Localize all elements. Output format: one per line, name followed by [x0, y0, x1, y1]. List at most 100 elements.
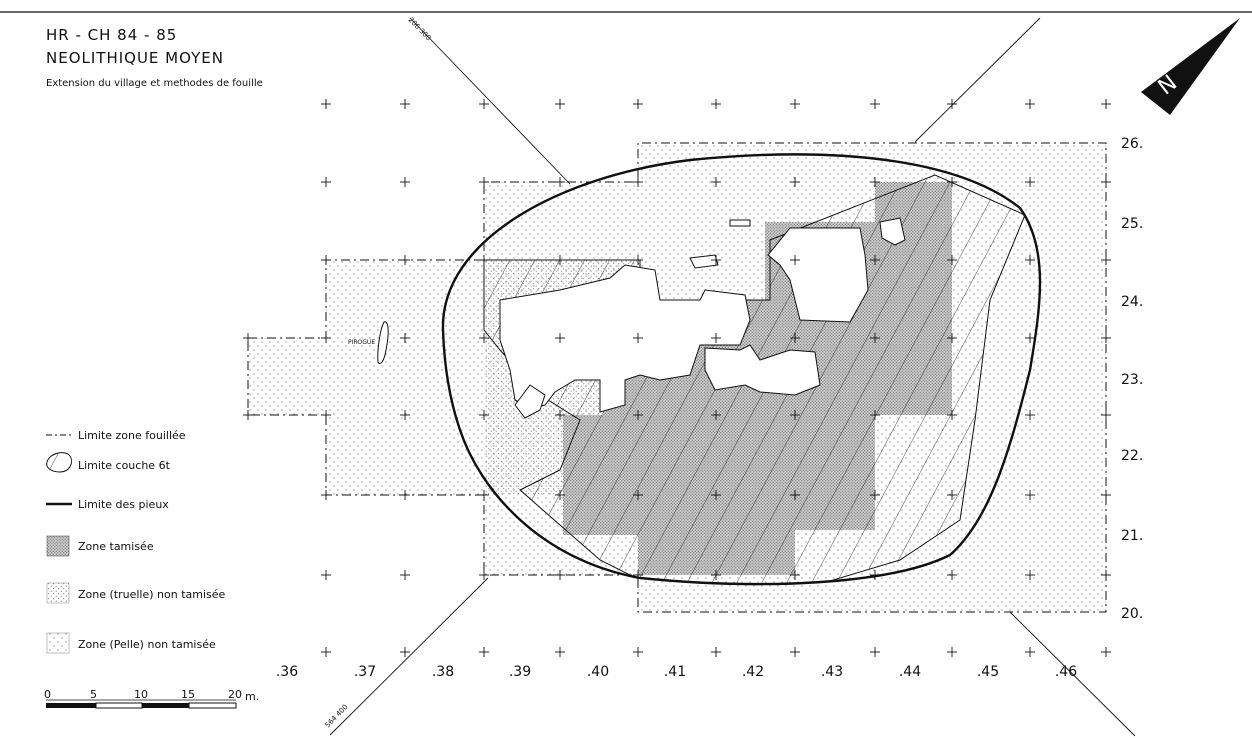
grid-cross	[479, 647, 489, 657]
grid-cross	[479, 99, 489, 109]
grid-cross	[1025, 647, 1035, 657]
grid-cross	[870, 410, 880, 420]
y-axis-label: 26.	[1121, 136, 1143, 152]
grid-cross	[1025, 570, 1035, 580]
grid-cross	[400, 410, 410, 420]
grid-cross	[633, 177, 643, 187]
grid-cross	[321, 490, 331, 500]
legend-label: Zone tamisée	[78, 539, 154, 553]
pirogue-shape	[377, 321, 389, 364]
grid-cross	[555, 490, 565, 500]
grid-cross	[870, 255, 880, 265]
legend-label: Zone (truelle) non tamisée	[78, 587, 226, 601]
grid-cross	[711, 647, 721, 657]
grid-cross	[479, 490, 489, 500]
grid-cross	[1101, 570, 1111, 580]
grid-cross	[790, 333, 800, 343]
x-axis-label: .37	[354, 664, 376, 680]
scale-tick-label: 10	[134, 688, 148, 701]
grid-crosses	[243, 99, 1111, 657]
grid-cross	[243, 410, 253, 420]
grid-cross	[711, 99, 721, 109]
grid-cross	[947, 570, 957, 580]
x-axis-label: .41	[664, 664, 686, 680]
legend-light-symbol	[46, 582, 70, 604]
grid-cross	[1025, 255, 1035, 265]
grid-cross	[1101, 177, 1111, 187]
grid-cross	[321, 647, 331, 657]
grid-cross	[790, 490, 800, 500]
grid-cross	[1025, 99, 1035, 109]
grid-cross	[479, 333, 489, 343]
pile-limit-line	[441, 153, 1042, 586]
legend-item-limite-des-pieux: Limite des pieux	[78, 492, 169, 516]
x-axis-labels: .36 .37 .38 .39 .40 .41 .42 .43 .44 .45 .46	[276, 664, 1077, 680]
grid-cross	[555, 333, 565, 343]
grid-cross	[870, 99, 880, 109]
grid-cross	[633, 333, 643, 343]
grid-cross	[947, 333, 957, 343]
grid-cross	[1101, 255, 1111, 265]
grid-cross	[400, 255, 410, 265]
grid-cross	[1025, 177, 1035, 187]
legend-item-zone-tamisee: Zone tamisée	[78, 534, 154, 558]
grid-cross	[321, 333, 331, 343]
grid-cross	[711, 490, 721, 500]
grid-cross	[711, 570, 721, 580]
grid-cross	[321, 99, 331, 109]
legend-item-zone-pelle: Zone (Pelle) non tamisée	[78, 632, 216, 656]
reference-line-se	[1009, 611, 1136, 737]
scale-unit-label: m.	[245, 690, 260, 703]
grid-cross	[633, 99, 643, 109]
pirogue-label: PIROGUE	[348, 339, 375, 346]
grid-cross	[1025, 410, 1035, 420]
legend-item-limite-zone-fouillee: Limite zone fouillée	[78, 423, 186, 447]
grid-cross	[790, 410, 800, 420]
grid-cross	[321, 570, 331, 580]
legend-item-zone-truelle: Zone (truelle) non tamisée	[78, 582, 225, 606]
x-axis-label: .46	[1055, 664, 1077, 680]
map-title-code: HR - CH 84 - 85	[46, 26, 178, 44]
x-axis-label: .38	[432, 664, 454, 680]
grid-cross	[947, 410, 957, 420]
scale-bar	[46, 699, 237, 709]
grid-cross	[400, 647, 410, 657]
scale-tick-label: 5	[90, 688, 97, 701]
grid-cross	[633, 410, 643, 420]
grid-cross	[555, 255, 565, 265]
grid-cross	[633, 647, 643, 657]
x-axis-label: .44	[899, 664, 921, 680]
grid-cross	[555, 570, 565, 580]
coord-label-bottom: 564 400	[324, 703, 350, 729]
grid-cross	[555, 99, 565, 109]
map-subtitle: Extension du village et methodes de foui…	[46, 78, 263, 89]
reference-line-top	[409, 17, 571, 185]
grid-cross	[947, 490, 957, 500]
legend-symbols	[46, 434, 73, 654]
x-axis-label: .42	[742, 664, 764, 680]
grid-cross	[633, 490, 643, 500]
grid-cross	[790, 255, 800, 265]
grid-cross	[479, 255, 489, 265]
grid-cross	[947, 647, 957, 657]
grid-cross	[790, 570, 800, 580]
x-axis-label: .43	[821, 664, 843, 680]
grid-cross	[1025, 490, 1035, 500]
grid-cross	[400, 177, 410, 187]
legend-label: Zone (Pelle) non tamisée	[78, 637, 216, 651]
grid-cross	[555, 647, 565, 657]
grid-cross	[400, 333, 410, 343]
grid-cross	[711, 410, 721, 420]
grid-cross	[400, 490, 410, 500]
grid-cross	[870, 490, 880, 500]
y-axis-label: 21.	[1121, 528, 1143, 544]
grid-cross	[870, 333, 880, 343]
grid-cross	[870, 570, 880, 580]
grid-cross	[790, 177, 800, 187]
layer-gaps	[499, 217, 906, 419]
x-axis-label: .40	[587, 664, 609, 680]
grid-cross	[947, 255, 957, 265]
reference-line-ne	[914, 17, 1041, 143]
grid-cross	[790, 99, 800, 109]
